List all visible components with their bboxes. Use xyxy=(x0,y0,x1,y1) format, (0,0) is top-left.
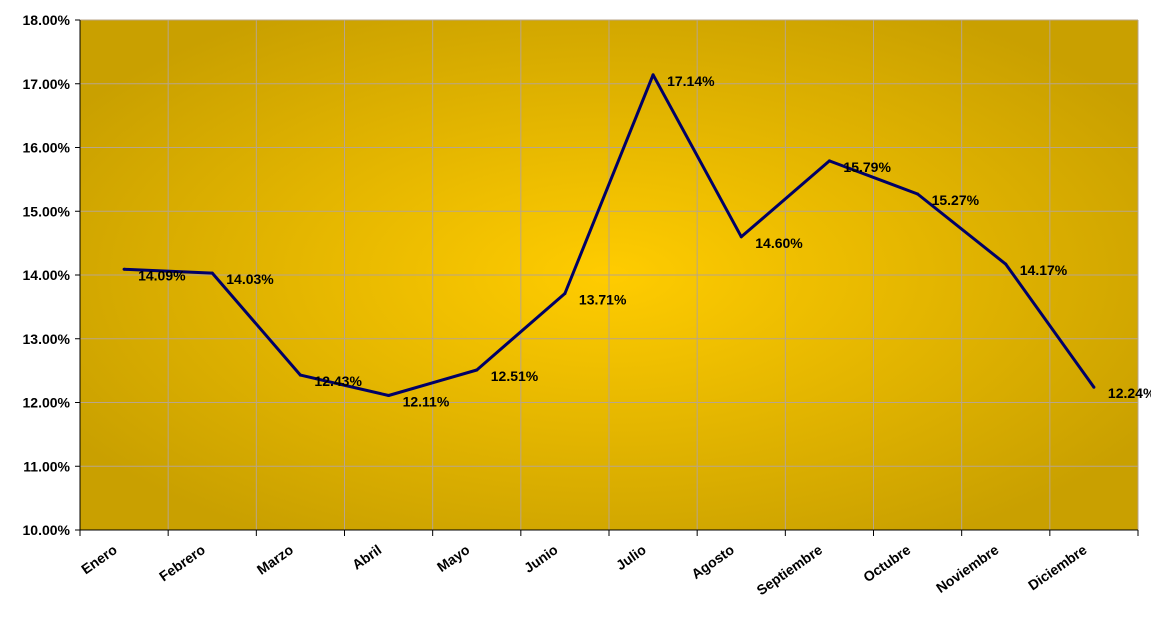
x-tick-label: Enero xyxy=(78,541,120,577)
data-label: 14.60% xyxy=(755,235,803,251)
x-tick-label: Septiembre xyxy=(753,541,825,598)
data-point xyxy=(827,159,831,163)
series-line xyxy=(124,73,1096,397)
data-label: 12.43% xyxy=(314,373,362,389)
data-label: 15.79% xyxy=(843,159,891,175)
y-tick-label: 15.00% xyxy=(23,203,71,219)
y-tick-label: 14.00% xyxy=(23,267,71,283)
series-group xyxy=(122,73,1096,397)
y-tick-label: 13.00% xyxy=(23,331,71,347)
x-tick-label: Febrero xyxy=(156,541,208,584)
data-label: 17.14% xyxy=(667,73,715,89)
x-tick-label: Mayo xyxy=(434,541,473,575)
data-point xyxy=(298,373,302,377)
data-point xyxy=(1092,385,1096,389)
data-label: 12.24% xyxy=(1108,385,1151,401)
x-tick-label: Diciembre xyxy=(1025,541,1090,593)
data-label: 12.11% xyxy=(403,393,450,409)
data-label: 12.51% xyxy=(491,368,539,384)
data-label: 15.27% xyxy=(932,192,980,208)
x-axis-tick-labels: Enero Febrero Marzo Abril Mayo Junio Julio Agos… xyxy=(78,541,1090,598)
y-axis-tick-labels: 10.00% 11.00% 12.00% 13.00% 14.00% 15.00% 16.0… xyxy=(23,12,71,538)
data-point xyxy=(916,192,920,196)
data-label: 14.09% xyxy=(138,267,186,283)
data-label: 14.03% xyxy=(226,271,274,287)
data-point xyxy=(475,368,479,372)
y-tick-label: 17.00% xyxy=(23,76,71,92)
x-tick-label: Agosto xyxy=(688,541,737,582)
y-tick-label: 12.00% xyxy=(23,395,71,411)
data-point xyxy=(122,267,126,271)
axes xyxy=(75,19,1139,536)
y-tick-label: 11.00% xyxy=(23,458,70,474)
gridlines xyxy=(80,19,1139,530)
x-tick-label: Abril xyxy=(349,541,384,572)
data-label: 13.71% xyxy=(579,291,627,307)
x-tick-label: Octubre xyxy=(860,541,913,585)
data-label: 14.17% xyxy=(1020,262,1068,278)
data-labels: 14.09% 14.03% 12.43% 12.11% 12.51% 13.71% 17.1… xyxy=(138,73,1151,410)
y-tick-label: 10.00% xyxy=(23,522,71,538)
data-point xyxy=(651,73,655,77)
x-tick-label: Noviembre xyxy=(933,541,1002,596)
x-tick-label: Junio xyxy=(521,541,561,576)
y-tick-label: 16.00% xyxy=(23,140,71,156)
y-tick-label: 18.00% xyxy=(23,12,71,28)
x-tick-label: Julio xyxy=(613,541,649,573)
x-tick-label: Marzo xyxy=(254,541,296,577)
data-point xyxy=(387,393,391,397)
data-point xyxy=(210,271,214,275)
data-point xyxy=(563,291,567,295)
data-point xyxy=(739,235,743,239)
data-point xyxy=(1004,262,1008,266)
